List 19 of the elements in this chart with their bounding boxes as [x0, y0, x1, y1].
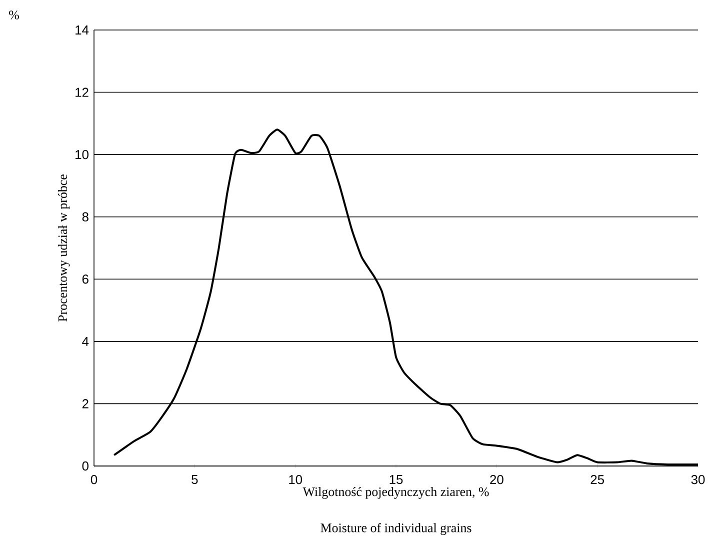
x-tick-label: 15 [390, 475, 403, 484]
text: % [9, 10, 19, 20]
x-tick-label: 30 [691, 474, 705, 484]
x-tick-label: 25 [590, 474, 604, 484]
y-tick-label: 12 [76, 88, 88, 97]
y-tick-label: 2 [82, 399, 88, 408]
y-tick-label: 10 [76, 150, 88, 160]
y-tick-label: 14 [76, 26, 89, 34]
y-tick-label: 0 [82, 461, 88, 471]
x-tick-label: 5 [192, 475, 198, 484]
y-axis-title: Procentowy udział w próbce [58, 174, 70, 322]
x-tick-label: 20 [490, 474, 504, 484]
text: Moisture of individual grains [320, 523, 472, 535]
y-tick-label: 4 [82, 336, 89, 346]
y-tick-label: 8 [82, 212, 88, 222]
x-tick-label: 10 [289, 474, 302, 484]
x-tick-label: 0 [90, 474, 98, 484]
y-tick-label: 6 [82, 274, 88, 284]
x-axis-title: Wilgotność pojedynczych ziaren, % [302, 487, 489, 499]
